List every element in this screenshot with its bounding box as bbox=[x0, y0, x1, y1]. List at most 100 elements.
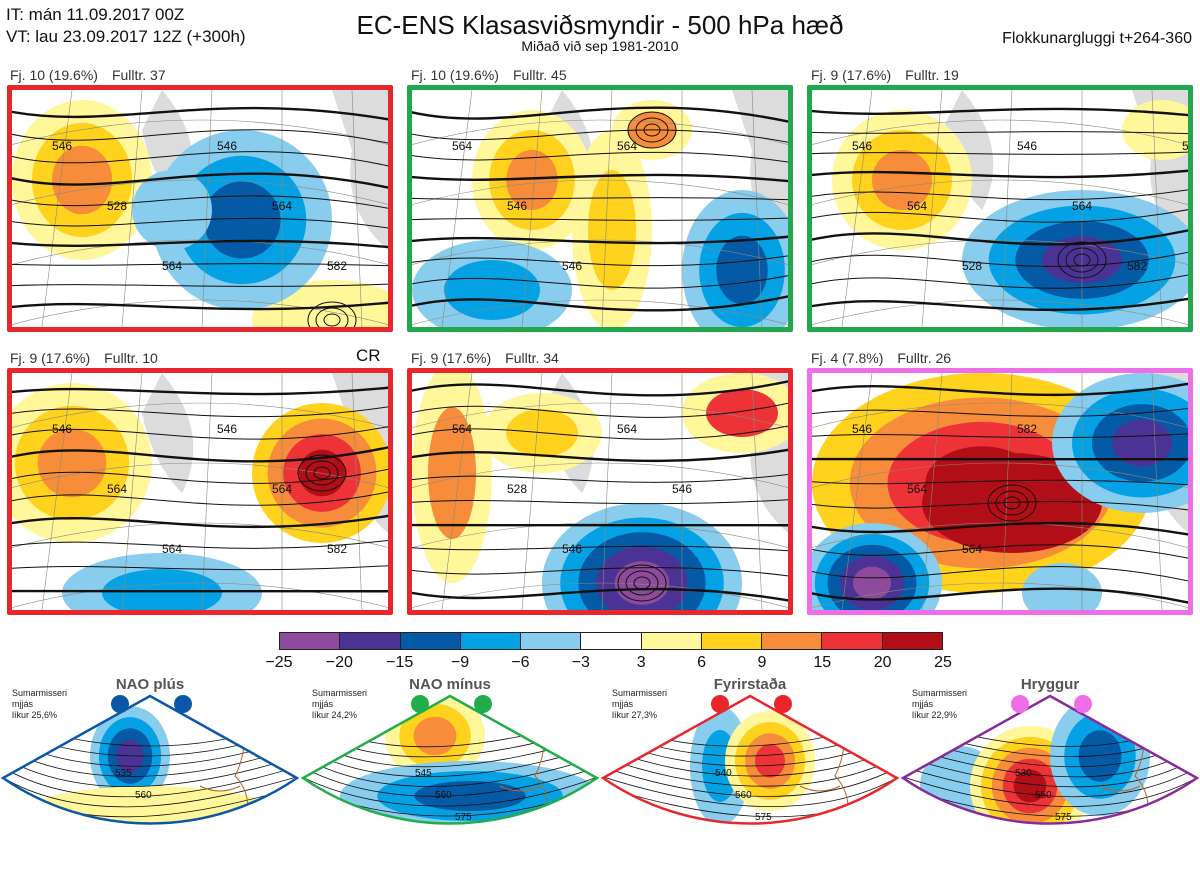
height-contour bbox=[412, 473, 788, 483]
graticule bbox=[12, 582, 388, 608]
regime-title: Fyrirstaða bbox=[713, 676, 787, 693]
regime-dot-right bbox=[1074, 695, 1092, 713]
height-contour bbox=[812, 189, 1188, 201]
colorbar-tick-label: −6 bbox=[511, 654, 530, 671]
geopotential-map: 546 564 528 546 564 582 564 bbox=[812, 90, 1188, 327]
contour-label: 582 bbox=[327, 542, 347, 556]
map-label-2: Fj. 10 (19.6%) Fulltr. 45 bbox=[411, 67, 581, 83]
colorbar-ticks: −25 −20 −15 −9 −6 −3 3 6 9 15 20 25 bbox=[265, 654, 951, 674]
cluster-map-3[interactable]: 546 564 528 546 564 582 564 bbox=[807, 85, 1193, 332]
height-contour bbox=[412, 295, 788, 312]
graticule bbox=[812, 402, 1188, 428]
contour-label: 528 bbox=[107, 199, 127, 213]
colorbar-tick-label: 15 bbox=[813, 654, 832, 671]
graticule bbox=[41, 90, 73, 327]
colorbar-swatch bbox=[882, 633, 942, 649]
graticule bbox=[121, 90, 143, 327]
cr-label: CR bbox=[356, 346, 381, 365]
regime-frame bbox=[900, 694, 1200, 825]
map-label-1: Fj. 10 (19.6%) Fulltr. 37 bbox=[10, 67, 180, 83]
height-contour bbox=[812, 297, 1188, 312]
anomaly-shading bbox=[716, 235, 768, 305]
regime-contour-label: 540 bbox=[715, 768, 732, 779]
anomaly-shading bbox=[132, 170, 212, 250]
colorbar-swatch bbox=[340, 633, 401, 649]
run-info: IT: mán 11.09.2017 00Z VT: lau 23.09.201… bbox=[6, 4, 246, 48]
height-contour bbox=[412, 499, 788, 505]
page-subtitle: Miðað við sep 1981-2010 bbox=[521, 38, 679, 54]
height-contour bbox=[812, 566, 1188, 582]
contour-label: 564 bbox=[272, 482, 292, 496]
colorbar-swatch bbox=[701, 633, 763, 649]
geopotential-map: 546 564 564 546 564 582 bbox=[12, 373, 388, 610]
geopotential-map: 564 546 546 564 bbox=[412, 90, 788, 327]
height-contour bbox=[812, 131, 1188, 135]
closed-contour bbox=[313, 466, 331, 480]
height-contour bbox=[812, 382, 1188, 397]
closed-contour bbox=[1057, 241, 1107, 279]
height-contour bbox=[412, 275, 788, 289]
regime-contour-label: 575 bbox=[755, 812, 772, 823]
graticule bbox=[351, 90, 363, 327]
graticule bbox=[751, 373, 763, 610]
regime-blocking: 540 560 575 Fyrirstaða Sumarmisseri mjjás lí… bbox=[600, 676, 900, 871]
regime-anomaly bbox=[413, 716, 457, 756]
graticule bbox=[412, 522, 788, 548]
contour-label: 546 bbox=[1017, 139, 1037, 153]
regime-info: Sumarmisseri mjjás líkur 27,3% bbox=[612, 688, 668, 720]
colorbar-swatch bbox=[762, 633, 823, 649]
colorbar-swatch bbox=[822, 633, 883, 649]
closed-contour bbox=[635, 117, 669, 143]
regime-dot-left bbox=[411, 695, 429, 713]
height-contour bbox=[12, 172, 388, 189]
anomaly-shading bbox=[1122, 100, 1188, 160]
valid-time: VT: lau 23.09.2017 12Z (+300h) bbox=[6, 27, 246, 46]
height-contour bbox=[812, 209, 1188, 223]
height-contour bbox=[812, 433, 1188, 439]
height-contour bbox=[12, 301, 388, 311]
regime-dot-left bbox=[1011, 695, 1029, 713]
height-contour bbox=[12, 539, 388, 549]
regime-title: Hryggur bbox=[1020, 676, 1080, 693]
height-contour bbox=[412, 235, 788, 245]
height-contour bbox=[12, 263, 388, 267]
cluster-map-1[interactable]: 546 528 564 546 564 582 bbox=[7, 85, 393, 332]
contour-label: 546 bbox=[217, 422, 237, 436]
graticule bbox=[12, 299, 388, 325]
height-contour bbox=[812, 251, 1188, 267]
closed-contour bbox=[1073, 253, 1091, 267]
graticule bbox=[812, 299, 1188, 325]
contour-label: 528 bbox=[507, 482, 527, 496]
colorbar-tick-label: −9 bbox=[450, 654, 470, 671]
height-contour bbox=[412, 402, 788, 418]
anomaly-shading bbox=[506, 150, 558, 210]
representative: Fulltr. 10 bbox=[104, 350, 158, 366]
anomaly-shading bbox=[444, 260, 540, 320]
anomaly-shading bbox=[706, 389, 778, 437]
closed-contour bbox=[315, 307, 349, 327]
regime-contour bbox=[3, 765, 297, 798]
anomaly-shading bbox=[298, 449, 346, 497]
regime-anomaly bbox=[414, 781, 526, 811]
page-title: EC-ENS Klasasviðsmyndir - 500 hPa hæð bbox=[356, 10, 844, 40]
regime-nao-plus: 535 560 NAO plús Sumarmisseri mjjás líkur 2… bbox=[0, 676, 300, 871]
cluster-map-6[interactable]: 546 564 564 582 bbox=[807, 368, 1193, 615]
cluster-count: Fj. 4 (7.8%) bbox=[811, 350, 884, 366]
regime-contour bbox=[603, 765, 897, 797]
cluster-map-4[interactable]: 546 564 564 546 564 582 bbox=[7, 368, 393, 615]
map-label-4: Fj. 9 (17.6%) Fulltr. 10 bbox=[10, 350, 172, 366]
contour-label: 564 bbox=[162, 259, 182, 273]
contour-label: 546 bbox=[852, 422, 872, 436]
cluster-map-2[interactable]: 564 546 546 564 bbox=[407, 85, 793, 332]
graticule bbox=[601, 373, 613, 610]
regime-anomaly bbox=[1078, 730, 1122, 782]
closed-contour bbox=[643, 123, 661, 137]
geopotential-map: 564 528 546 564 546 bbox=[412, 373, 788, 610]
graticule bbox=[201, 90, 213, 327]
height-contour bbox=[12, 151, 388, 167]
contour-label: 546 bbox=[562, 542, 582, 556]
colorbar-swatch bbox=[521, 633, 582, 649]
representative: Fulltr. 19 bbox=[905, 67, 959, 83]
cluster-map-5[interactable]: 564 528 546 564 546 bbox=[407, 368, 793, 615]
